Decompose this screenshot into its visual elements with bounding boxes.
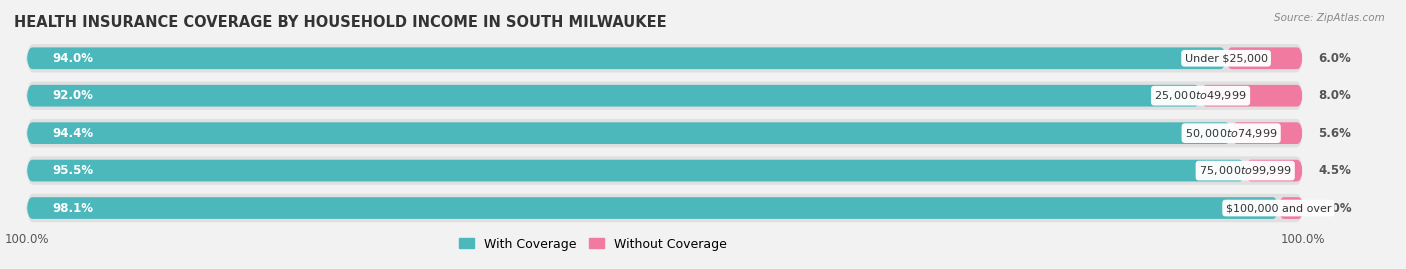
FancyBboxPatch shape: [27, 119, 1302, 147]
FancyBboxPatch shape: [1232, 122, 1302, 144]
Text: 8.0%: 8.0%: [1317, 89, 1351, 102]
Text: 98.1%: 98.1%: [52, 201, 93, 215]
FancyBboxPatch shape: [1278, 197, 1303, 219]
Text: 5.6%: 5.6%: [1317, 127, 1351, 140]
FancyBboxPatch shape: [1201, 85, 1302, 107]
Legend: With Coverage, Without Coverage: With Coverage, Without Coverage: [453, 231, 733, 257]
Text: 95.5%: 95.5%: [52, 164, 93, 177]
Text: Source: ZipAtlas.com: Source: ZipAtlas.com: [1274, 13, 1385, 23]
Text: Under $25,000: Under $25,000: [1185, 53, 1268, 63]
FancyBboxPatch shape: [27, 44, 1302, 72]
Text: 94.4%: 94.4%: [52, 127, 93, 140]
FancyBboxPatch shape: [27, 156, 1302, 185]
Text: 2.0%: 2.0%: [1319, 201, 1351, 215]
Text: 92.0%: 92.0%: [52, 89, 93, 102]
FancyBboxPatch shape: [27, 160, 1246, 182]
Text: $100,000 and over: $100,000 and over: [1226, 203, 1331, 213]
FancyBboxPatch shape: [27, 194, 1302, 222]
Text: $50,000 to $74,999: $50,000 to $74,999: [1185, 127, 1278, 140]
Text: 4.5%: 4.5%: [1317, 164, 1351, 177]
FancyBboxPatch shape: [27, 197, 1278, 219]
FancyBboxPatch shape: [1246, 160, 1302, 182]
FancyBboxPatch shape: [1226, 47, 1302, 69]
Text: 6.0%: 6.0%: [1317, 52, 1351, 65]
Text: HEALTH INSURANCE COVERAGE BY HOUSEHOLD INCOME IN SOUTH MILWAUKEE: HEALTH INSURANCE COVERAGE BY HOUSEHOLD I…: [14, 15, 666, 30]
FancyBboxPatch shape: [27, 47, 1226, 69]
FancyBboxPatch shape: [27, 82, 1302, 110]
Text: 94.0%: 94.0%: [52, 52, 93, 65]
Text: $75,000 to $99,999: $75,000 to $99,999: [1199, 164, 1292, 177]
FancyBboxPatch shape: [27, 122, 1232, 144]
Text: $25,000 to $49,999: $25,000 to $49,999: [1154, 89, 1247, 102]
FancyBboxPatch shape: [27, 85, 1201, 107]
